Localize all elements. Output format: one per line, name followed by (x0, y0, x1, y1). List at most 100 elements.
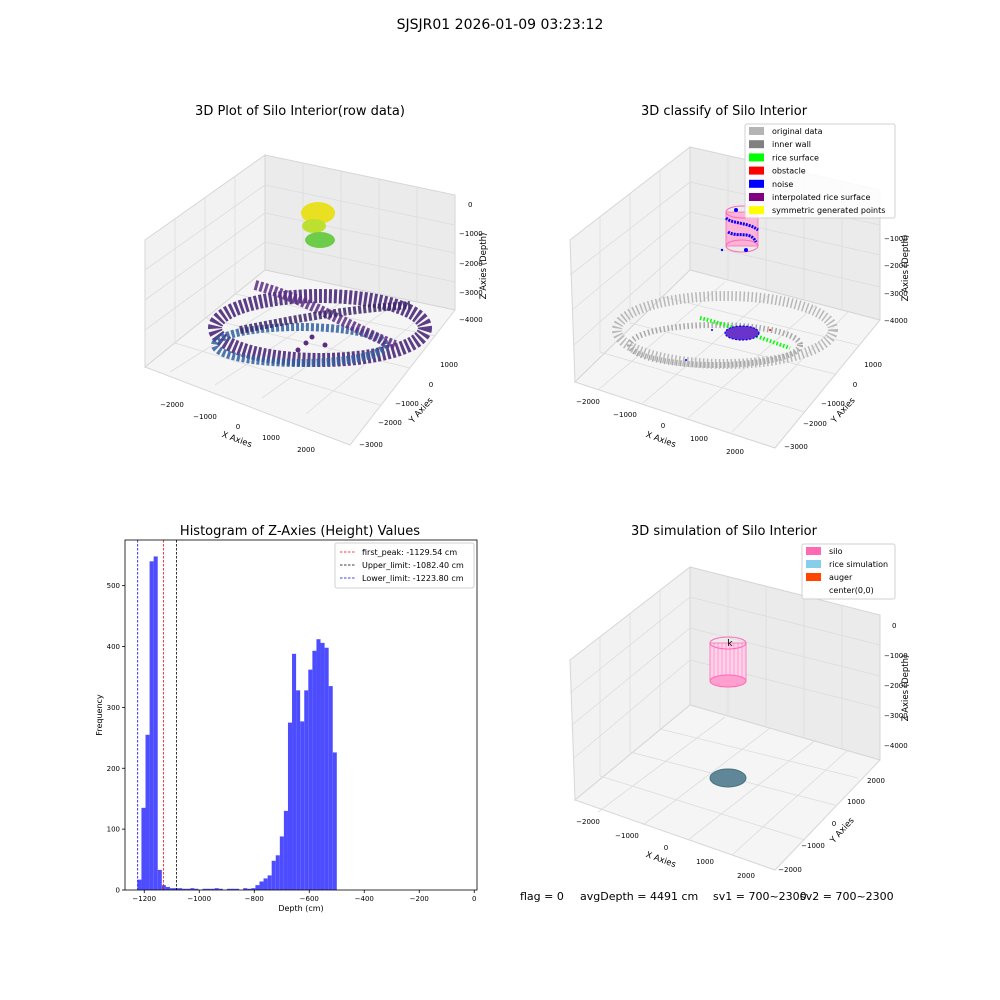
y-tick-label: 0 (832, 820, 836, 828)
legend-swatch (806, 586, 821, 594)
x-tick-label: −400 (355, 895, 374, 903)
histogram-bar (247, 888, 252, 890)
legend-label: original data (772, 127, 823, 136)
z-tick-label: −3000 (459, 289, 483, 297)
legend-swatch (806, 573, 821, 581)
legend-swatch (749, 193, 764, 201)
legend-label: Upper_limit: -1082.40 cm (362, 561, 464, 570)
z-axis-label: Z Axies (Depth) (479, 233, 489, 300)
classify-axis-ticks: −2000 −1000 0 1000 2000 1000 0 −1000 −20… (576, 235, 908, 456)
y-tick-label: 0 (429, 381, 433, 389)
simulation-legend: silo rice simulation auger center(0,0) (801, 543, 896, 600)
raw-point-cloud (208, 202, 432, 367)
x-tick-label: 0 (472, 895, 476, 903)
z-tick-label: −2000 (884, 262, 908, 270)
histogram-bar (214, 888, 219, 890)
histogram-bar (141, 807, 146, 890)
y-tick-label: −1000 (395, 400, 419, 408)
flag-status: flag = 0 (520, 890, 564, 903)
legend-swatch (806, 547, 821, 555)
simulation-objects: k (709, 636, 747, 788)
raw-axis-ticks: −2000 −1000 0 1000 2000 1000 0 −1000 −20… (160, 201, 483, 454)
z-tick-label: −2000 (459, 260, 483, 268)
histogram-bar (145, 734, 150, 890)
y-tick-label: −2000 (378, 419, 402, 427)
histogram-bar (157, 869, 162, 890)
avg-depth-status: avgDepth = 4491 cm (580, 890, 699, 903)
x-tick-label: −2000 (160, 401, 184, 409)
figure-title: SJSJR01 2026-01-09 03:23:12 (396, 17, 604, 33)
histogram-bar (332, 752, 337, 890)
x-tick-label: 0 (661, 422, 665, 430)
legend-label: auger (829, 573, 853, 582)
histogram-bar (153, 556, 158, 890)
legend-swatch (749, 166, 764, 175)
histogram-bar (279, 836, 284, 890)
histogram-bar (255, 885, 260, 890)
histogram-bar (267, 875, 272, 890)
histogram-bar (210, 888, 215, 890)
histogram-x-ticks: −1200 −1000 −800 −600 −400 −200 0 (132, 890, 476, 903)
sv2-status: sv2 = 700~2300 (800, 890, 894, 903)
histogram-bar (169, 888, 175, 890)
x-tick-label: 0 (664, 844, 668, 852)
x-tick-label: −800 (245, 895, 264, 903)
y-tick-label: −3000 (359, 441, 383, 449)
legend-label: rice simulation (829, 560, 888, 569)
histogram-legend: first_peak: -1129.54 cm Upper_limit: -108… (334, 542, 475, 589)
histogram-bar (259, 881, 264, 890)
classify-point-cloud (612, 205, 838, 369)
legend-swatch (749, 153, 764, 162)
legend-label: center(0,0) (829, 586, 874, 595)
y-tick-label: 200 (107, 765, 120, 773)
histogram-bar (186, 888, 191, 890)
histogram-x-label: Depth (cm) (278, 904, 323, 913)
legend-label: noise (772, 180, 793, 189)
legend-label: silo (829, 547, 843, 556)
histogram-bar (251, 888, 256, 890)
histogram-bar (149, 561, 154, 890)
svg-text:k: k (727, 639, 733, 649)
z-tick-label: 0 (892, 622, 896, 630)
y-tick-label: 2000 (867, 777, 885, 785)
legend-label: inner wall (772, 140, 811, 149)
histogram-bar (304, 690, 309, 890)
x-tick-label: −1000 (193, 413, 217, 421)
histogram-reference-lines (137, 540, 177, 890)
histogram-bar (308, 669, 313, 890)
axes-panes (569, 565, 881, 871)
legend-label: rice surface (772, 153, 819, 162)
legend-swatch (749, 127, 764, 135)
histogram-bar (218, 888, 223, 890)
histogram-bar (263, 878, 268, 890)
histogram-frame (124, 539, 478, 891)
histogram-bar (287, 722, 293, 890)
histogram-bar (194, 888, 199, 890)
y-tick-label: 0 (116, 887, 120, 895)
legend-swatch (749, 179, 764, 188)
histogram-bar (206, 888, 211, 890)
y-tick-label: 100 (107, 826, 120, 834)
histogram-chart: −1200 −1000 −800 −600 −400 −200 0 0 100 200 300 40… (95, 539, 478, 913)
y-tick-label: 400 (107, 643, 120, 651)
histogram-bar (324, 647, 329, 890)
z-tick-label: −1000 (884, 235, 908, 243)
histogram-bar (271, 860, 276, 890)
legend-swatch (749, 206, 764, 215)
y-tick-label: −2000 (803, 420, 827, 428)
y-tick-label: −1000 (801, 842, 825, 850)
x-tick-label: 2000 (726, 448, 744, 456)
histogram-bar (182, 888, 187, 890)
y-tick-label: 500 (107, 582, 120, 590)
x-tick-label: −2000 (576, 398, 600, 406)
raw-3d-plot: −2000 −1000 0 1000 2000 1000 0 −1000 −20… (144, 154, 489, 454)
y-tick-label: 1000 (847, 798, 865, 806)
legend-swatch (749, 140, 764, 149)
simulation-plot-title: 3D simulation of Silo Interior (631, 524, 817, 539)
legend-label: interpolated rice surface (772, 193, 870, 202)
simulation-3d-plot: k −2000 −1000 0 1000 2000 2000 1000 0 −1… (569, 543, 911, 880)
sv1-status: sv1 = 700~2300 (713, 890, 807, 903)
z-tick-label: 0 (468, 201, 472, 209)
classify-3d-plot: −2000 −1000 0 1000 2000 1000 0 −1000 −20… (569, 123, 911, 456)
x-tick-label: −1000 (187, 895, 211, 903)
